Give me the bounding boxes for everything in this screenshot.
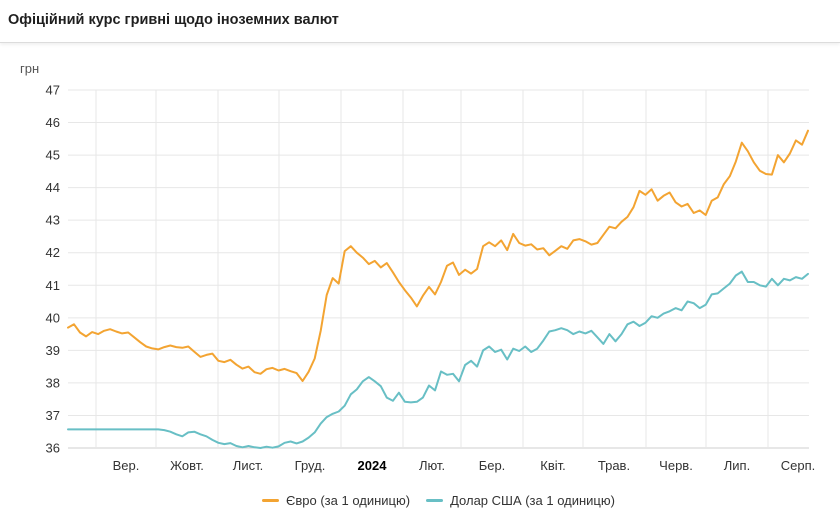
- y-tick-label: 46: [46, 115, 60, 130]
- legend-label-euro: Євро (за 1 одиницю): [286, 492, 411, 508]
- x-tick-label: 2024: [358, 458, 388, 473]
- chart-header: Офіційний курс гривні щодо іноземних вал…: [0, 0, 840, 43]
- x-tick-label: Квіт.: [540, 458, 566, 473]
- x-tick-label: Лип.: [724, 458, 750, 473]
- x-tick-label: Черв.: [659, 458, 693, 473]
- y-axis-unit-label: грн: [20, 61, 40, 76]
- y-tick-label: 45: [46, 148, 60, 163]
- legend: Євро (за 1 одиницю) Долар США (за 1 один…: [68, 488, 809, 512]
- x-tick-label: Лист.: [233, 458, 263, 473]
- x-tick-label: Трав.: [598, 458, 630, 473]
- dollar-line-swatch-icon: [426, 498, 444, 502]
- y-tick-label: 37: [46, 408, 60, 423]
- legend-item-euro[interactable]: Євро (за 1 одиницю): [262, 493, 410, 508]
- y-tick-label: 47: [46, 83, 60, 98]
- y-tick-label: 43: [46, 213, 60, 228]
- x-tick-label: Груд.: [295, 458, 326, 473]
- euro-line-swatch-icon: [262, 498, 280, 502]
- x-tick-label: Бер.: [479, 458, 506, 473]
- y-tick-label: 36: [46, 441, 60, 456]
- y-tick-label: 40: [46, 310, 60, 325]
- x-tick-label: Серп.: [781, 458, 816, 473]
- y-tick-label: 38: [46, 375, 60, 390]
- y-tick-label: 39: [46, 343, 60, 358]
- y-tick-label: 44: [46, 180, 60, 195]
- euro-series-line[interactable]: [67, 129, 809, 382]
- x-tick-label: Вер.: [113, 458, 140, 473]
- dollar-series-line[interactable]: [67, 270, 809, 449]
- chart-title: Офіційний курс гривні щодо іноземних вал…: [8, 12, 339, 28]
- x-tick-label: Лют.: [419, 458, 445, 473]
- y-tick-label: 42: [46, 245, 60, 260]
- legend-item-dollar[interactable]: Долар США (за 1 одиницю): [426, 493, 615, 508]
- legend-label-dollar: Долар США (за 1 одиницю): [450, 492, 615, 508]
- x-tick-label: Жовт.: [170, 458, 204, 473]
- y-tick-label: 41: [46, 278, 60, 293]
